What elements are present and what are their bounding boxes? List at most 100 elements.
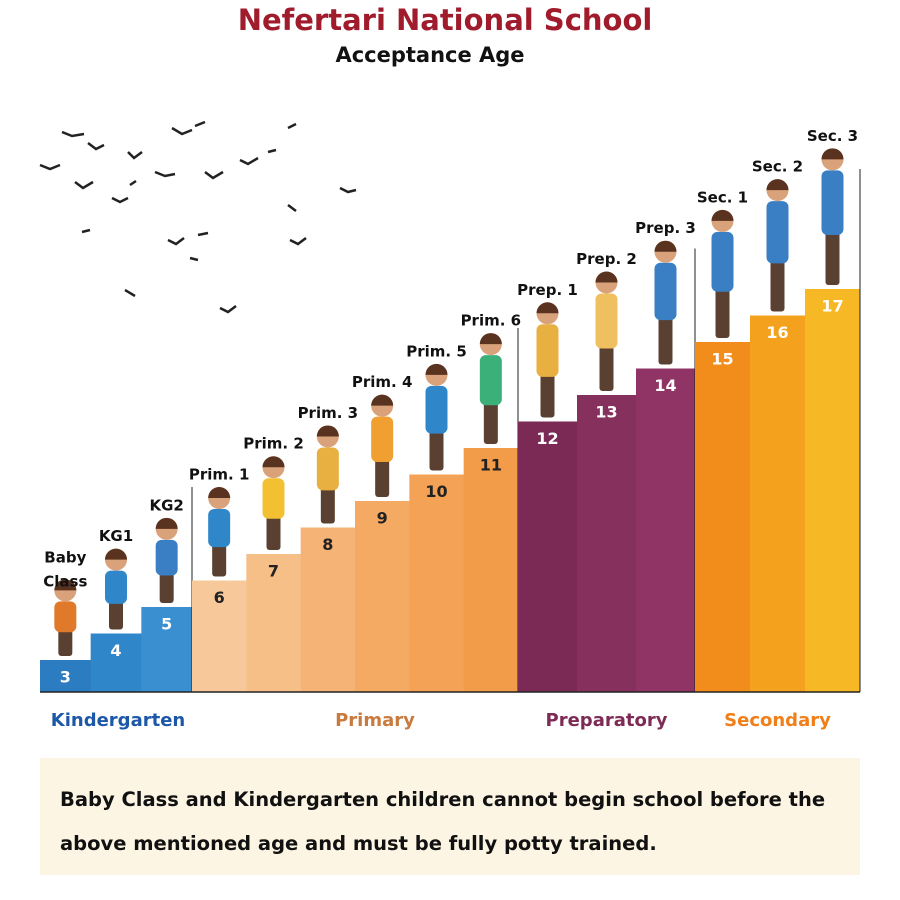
step: [463, 448, 519, 692]
stage-name: Kindergarten: [51, 710, 185, 731]
figure-body: [208, 509, 231, 548]
step: [805, 289, 861, 692]
grade-label: Sec. 3: [807, 127, 858, 145]
age: 12: [536, 429, 558, 448]
figure-body: [654, 262, 677, 321]
figure-hair: [766, 179, 789, 191]
grade-label: KG2: [149, 496, 183, 514]
grade-label: Baby Class: [43, 548, 87, 590]
age: 7: [268, 562, 279, 581]
age: 8: [322, 535, 333, 554]
age: 6: [214, 588, 225, 607]
figure-legs: [58, 629, 73, 656]
figure-legs: [109, 600, 123, 630]
figure-body: [536, 324, 559, 377]
subtitle: Acceptance Age: [335, 43, 524, 67]
grade-label: Prep. 3: [635, 219, 696, 237]
grade-label: Sec. 1: [697, 188, 748, 206]
age: 3: [60, 668, 71, 687]
figure-hair: [821, 148, 844, 160]
figure-hair: [371, 394, 394, 406]
figure-hair: [208, 487, 231, 499]
figure-legs: [599, 343, 614, 391]
step: [577, 395, 637, 692]
stage-name: Secondary: [724, 710, 831, 731]
figure-body: [425, 385, 448, 434]
grade-label: Sec. 2: [752, 158, 803, 176]
step: [246, 554, 302, 692]
figure-hair: [479, 333, 502, 345]
step: [192, 580, 247, 692]
birds: [39, 120, 357, 314]
age: 13: [595, 403, 617, 422]
figure-legs: [770, 257, 785, 312]
figure-body: [105, 570, 127, 604]
step: [141, 607, 193, 692]
figure-legs: [825, 229, 840, 285]
grade-label: Prim. 4: [352, 373, 413, 391]
grade-label: Prim. 5: [406, 342, 467, 360]
figure-hair: [262, 456, 285, 468]
step: [355, 501, 410, 692]
step: [750, 315, 806, 692]
figure-hair: [105, 548, 127, 560]
step: [409, 474, 465, 692]
grade-label: Prim. 1: [189, 466, 250, 484]
figure-body: [821, 170, 844, 236]
figure-hair: [654, 240, 677, 252]
age: 4: [110, 641, 121, 660]
figure-body: [711, 231, 734, 292]
note: Baby Class and Kindergarten children can…: [40, 758, 860, 875]
figure-legs: [715, 286, 730, 338]
figure-legs: [540, 372, 555, 418]
figure-hair: [595, 271, 618, 283]
figure-hair: [54, 579, 77, 591]
grade-label: Prim. 6: [461, 312, 522, 330]
age: 11: [480, 456, 502, 475]
figure-body: [155, 539, 178, 576]
grade-label: KG1: [99, 527, 133, 545]
age: 15: [711, 350, 733, 369]
figure-body: [595, 293, 618, 349]
step: [636, 368, 696, 692]
figure-hair: [425, 363, 448, 375]
figure-body: [479, 355, 502, 406]
age: 5: [161, 615, 172, 634]
figure-legs: [212, 543, 227, 577]
figure-hair: [155, 517, 178, 529]
grade-label: Prim. 3: [298, 404, 359, 422]
age: 9: [377, 509, 388, 528]
figure-legs: [483, 400, 498, 444]
stage-name: Preparatory: [546, 710, 668, 731]
age: 14: [654, 376, 676, 395]
grade-label: Prim. 2: [243, 435, 304, 453]
step: [518, 421, 578, 692]
figure-body: [316, 447, 339, 491]
step: [90, 633, 142, 692]
figure-legs: [429, 429, 444, 471]
figure-legs: [159, 572, 174, 603]
figure-body: [262, 478, 285, 519]
age: 10: [425, 482, 447, 501]
grade-label: Prep. 1: [517, 281, 578, 299]
age: 16: [766, 323, 788, 342]
figure-legs: [658, 314, 673, 365]
figure-legs: [266, 515, 281, 550]
figure-hair: [536, 302, 559, 314]
infographic: Nefertari National School Acceptance Age…: [39, 3, 861, 731]
figure-legs: [320, 486, 335, 524]
step: [695, 342, 751, 692]
title: Nefertari National School: [238, 3, 653, 37]
figure-body: [766, 201, 789, 264]
grade-label: Prep. 2: [576, 250, 637, 268]
figure-hair: [711, 209, 734, 221]
step: [40, 660, 92, 692]
step: [300, 527, 356, 692]
age: 17: [821, 297, 843, 316]
figure-legs: [375, 457, 390, 497]
stage-name: Primary: [335, 710, 415, 731]
figure-body: [54, 601, 77, 633]
figure-body: [371, 416, 394, 462]
figure-hair: [316, 425, 339, 437]
